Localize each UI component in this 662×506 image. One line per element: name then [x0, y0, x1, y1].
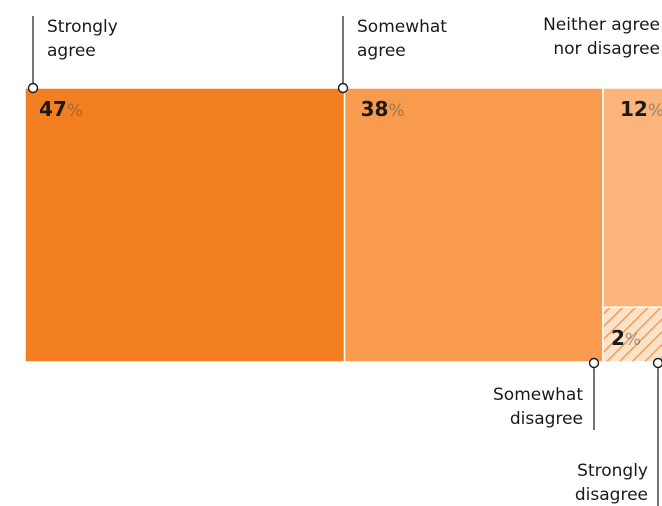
tile-somewhat-agree — [343, 87, 604, 363]
leader-dot-strongly-agree — [27, 82, 39, 94]
category-label-somewhat-agree: Somewhat agree — [357, 17, 447, 61]
tile-strongly-agree — [24, 87, 346, 363]
value-label-somewhat-agree: 38% — [361, 97, 405, 121]
category-label-neither: Neither agree nor disagree — [543, 15, 660, 59]
leader-dot-strongly-disagree — [652, 357, 662, 369]
category-label-strongly-disagree: Strongly disagree — [575, 461, 648, 505]
value-label-somewhat-disagree: 2% — [611, 326, 641, 350]
value-label-neither: 12% — [620, 97, 662, 121]
category-label-somewhat-disagree: Somewhat disagree — [493, 385, 583, 429]
category-label-strongly-agree: Strongly agree — [47, 17, 118, 61]
leader-dot-somewhat-disagree — [588, 357, 600, 369]
leader-dot-somewhat-agree — [337, 82, 349, 94]
tile-neither — [602, 87, 662, 308]
tile-somewhat-disagree — [602, 306, 662, 363]
value-label-strongly-agree: 47% — [39, 97, 83, 121]
